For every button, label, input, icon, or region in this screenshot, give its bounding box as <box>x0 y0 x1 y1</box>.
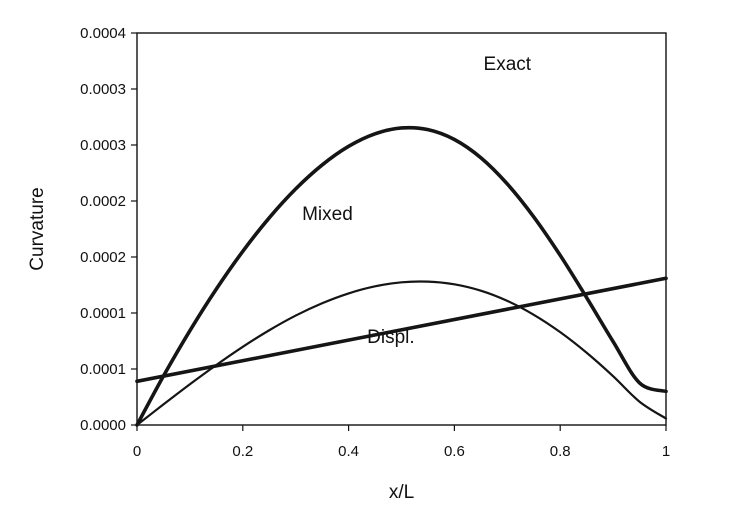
plot-area <box>136 32 667 426</box>
y-axis: 0.0000 0.0001 0.0001 0.0002 0.0002 0.0003 0.00… <box>80 25 137 434</box>
series-label: Exact <box>484 54 532 75</box>
series-layer <box>135 125 668 427</box>
series-line-exact <box>135 125 668 427</box>
y-tick-label: 0.0004 <box>80 25 126 42</box>
x-axis: 0 0.2 0.4 0.6 0.8 1 <box>133 425 670 460</box>
x-tick-label: 1 <box>662 443 670 460</box>
y-tick-label: 0.0001 <box>80 305 126 322</box>
x-tick-label: 0.6 <box>444 443 465 460</box>
y-tick-label: 0.0001 <box>80 361 126 378</box>
x-axis-title: x/L <box>389 482 414 503</box>
series-label: Mixed <box>302 204 353 225</box>
x-tick-label: 0.4 <box>338 443 359 460</box>
y-tick-label: 0.0002 <box>80 193 126 210</box>
series-labels: Exact Mixed Displ. <box>302 54 532 348</box>
series-line-displ <box>135 276 668 384</box>
y-tick-label: 0.0003 <box>80 81 126 98</box>
series-label: Displ. <box>367 327 415 348</box>
y-tick-label: 0.0000 <box>80 417 126 434</box>
y-tick-label: 0.0002 <box>80 249 126 266</box>
y-axis-title: Curvature <box>27 187 48 270</box>
x-tick-label: 0.8 <box>550 443 571 460</box>
plot-frame <box>136 32 667 426</box>
series-line-mixed <box>135 280 668 427</box>
x-tick-label: 0.2 <box>232 443 253 460</box>
y-tick-label: 0.0003 <box>80 137 126 154</box>
x-tick-label: 0 <box>133 443 141 460</box>
